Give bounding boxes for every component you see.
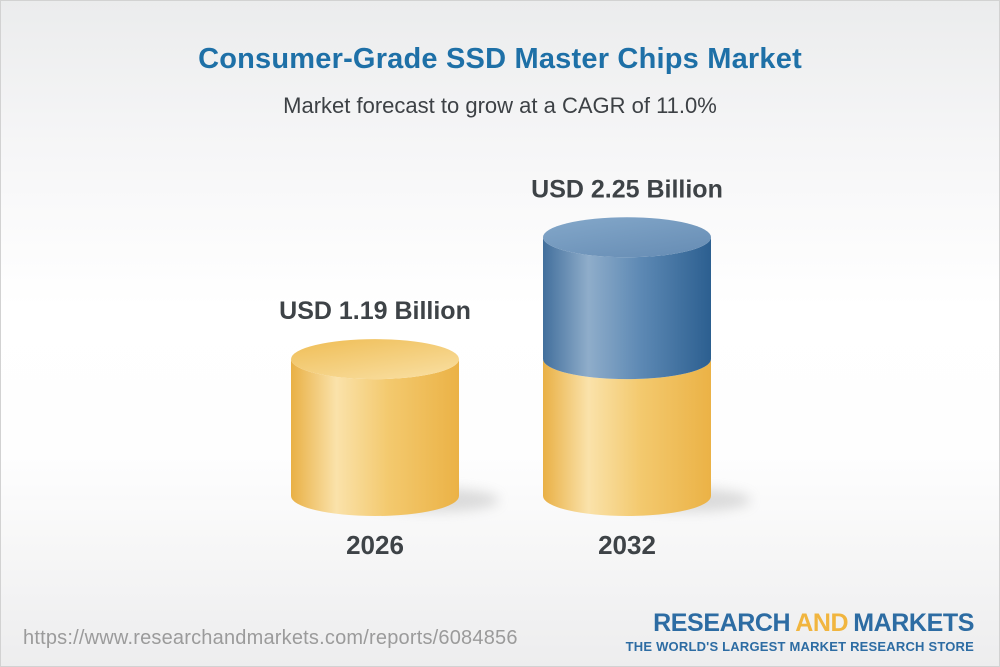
bar-top-face xyxy=(543,217,711,258)
logo-tagline: THE WORLD'S LARGEST MARKET RESEARCH STOR… xyxy=(625,639,974,654)
page-subtitle: Market forecast to grow at a CAGR of 11.… xyxy=(283,93,717,118)
footer: https://www.researchandmarkets.com/repor… xyxy=(23,611,975,654)
report-url: https://www.researchandmarkets.com/repor… xyxy=(23,627,518,649)
logo-research: RESEARCH xyxy=(653,609,791,637)
bar-segment-gold xyxy=(291,359,459,516)
logo-markets: MARKETS xyxy=(853,609,974,637)
category-label: 2032 xyxy=(598,530,656,560)
logo: RESEARCH AND MARKETS THE WORLD'S LARGEST M… xyxy=(625,611,975,654)
bar-segment-gold xyxy=(543,359,711,516)
bar-2032: USD 2.25 Billion 2032 xyxy=(531,175,751,560)
category-label: 2026 xyxy=(346,530,404,560)
logo-wordmark: RESEARCH AND MARKETS xyxy=(626,611,974,636)
page-title: Consumer-Grade SSD Master Chips Market xyxy=(198,43,802,75)
bar-2026: USD 1.19 Billion 2026 xyxy=(279,297,499,560)
value-label: USD 1.19 Billion xyxy=(279,297,471,325)
logo-and: AND xyxy=(795,609,849,637)
bar-segment-blue xyxy=(543,237,711,380)
value-label: USD 2.25 Billion xyxy=(531,175,723,203)
header: Consumer-Grade SSD Master Chips Market M… xyxy=(1,1,999,119)
bar-top-face xyxy=(291,339,459,380)
